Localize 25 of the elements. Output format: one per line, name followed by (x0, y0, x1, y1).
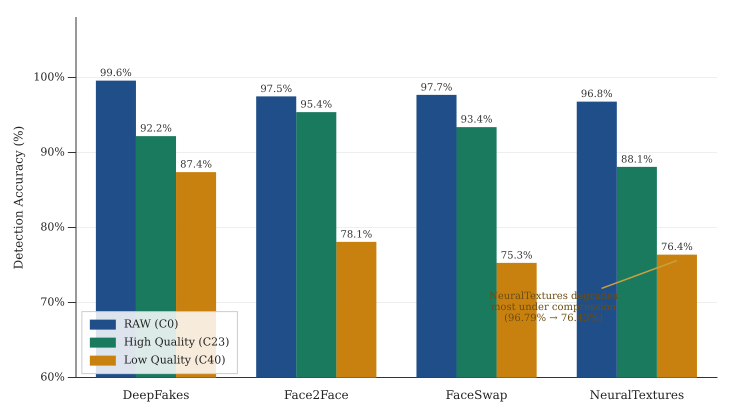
data-label: 75.3% (500, 250, 533, 262)
data-label: 92.2% (140, 124, 172, 135)
legend-label: Low Quality (C40) (124, 353, 226, 366)
y-tick-label: 80% (40, 220, 65, 234)
legend-label: RAW (C0) (124, 317, 178, 330)
data-label: 95.4% (300, 100, 332, 111)
y-tick-label: 90% (40, 145, 65, 158)
data-label: 88.1% (620, 154, 653, 166)
data-label: 97.7% (420, 82, 452, 94)
data-label: 78.1% (340, 229, 372, 240)
x-tick-label: NeuralTextures (590, 388, 684, 402)
legend-label: High Quality (C23) (124, 335, 230, 348)
x-tick-label: Face2Face (284, 388, 349, 402)
y-axis-title: Detection Accuracy (%) (11, 126, 26, 270)
y-tick-label: 70% (40, 295, 65, 308)
data-label: 93.4% (460, 114, 492, 126)
data-label: 87.4% (180, 160, 212, 171)
x-tick-label: FaceSwap (446, 388, 508, 402)
data-label: 97.5% (260, 84, 292, 95)
x-tick-label: DeepFakes (122, 388, 190, 402)
y-tick-label: 100% (33, 70, 65, 84)
data-label: 99.6% (100, 68, 132, 80)
data-label: 96.8% (580, 89, 613, 100)
y-tick-label: 60% (40, 370, 65, 384)
data-label: 76.4% (661, 242, 693, 254)
